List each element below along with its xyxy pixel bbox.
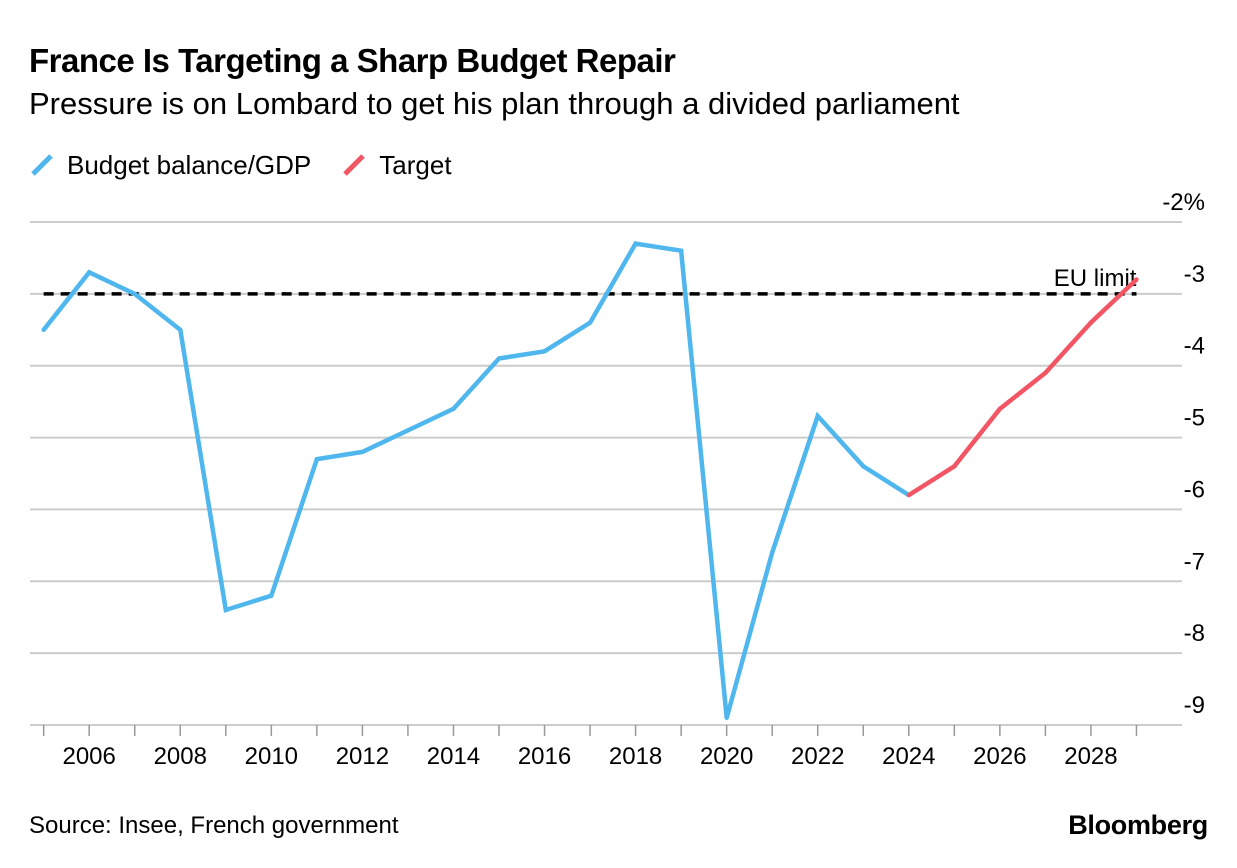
data-point-budget-balance <box>815 413 820 419</box>
legend-swatch-budget-balance <box>31 154 53 176</box>
x-tick-label: 2008 <box>154 743 207 770</box>
y-tick-label: -8 <box>1184 620 1205 647</box>
brand-logo: Bloomberg <box>1068 810 1208 840</box>
y-tick-label: -2% <box>1162 189 1205 216</box>
x-tick-label: 2014 <box>427 743 480 770</box>
legend-label-budget-balance: Budget balance/GDP <box>67 149 312 180</box>
data-point-target <box>997 406 1003 412</box>
data-point-budget-balance <box>542 349 547 354</box>
series-line-budget-balance <box>41 241 911 719</box>
data-point-target <box>1088 320 1094 325</box>
x-tick-label: 2024 <box>882 743 935 770</box>
data-point-budget-balance <box>451 406 456 412</box>
data-point-budget-balance <box>587 320 593 325</box>
legend-label-target: Target <box>379 149 452 180</box>
data-point-budget-balance <box>314 456 320 462</box>
data-point-budget-balance <box>861 464 866 469</box>
data-point-budget-balance <box>405 428 411 433</box>
data-point-budget-balance <box>132 291 137 297</box>
data-point-target <box>1043 370 1048 376</box>
y-tick-label: -5 <box>1184 405 1205 432</box>
x-tick-label: 2006 <box>62 743 115 770</box>
chart-subtitle: Pressure is on Lombard to get his plan t… <box>29 86 960 121</box>
data-point-budget-balance <box>496 356 502 361</box>
data-point-budget-balance <box>769 550 775 555</box>
legend-item-budget-balance: Budget balance/GDP <box>29 150 311 181</box>
source-note: Source: Insee, French government <box>29 812 399 839</box>
data-point-target <box>952 464 957 469</box>
legend-swatch-target <box>343 154 366 176</box>
x-tick-label: 2026 <box>973 743 1026 770</box>
y-tick-label: -3 <box>1184 261 1205 288</box>
data-point-budget-balance <box>360 449 365 455</box>
data-point-target <box>1134 277 1139 282</box>
x-tick-label: 2012 <box>336 743 389 770</box>
data-point-budget-balance <box>678 248 684 253</box>
data-point-budget-balance <box>86 270 92 275</box>
data-point-budget-balance <box>41 327 46 332</box>
y-tick-label: -9 <box>1184 692 1205 719</box>
data-point-budget-balance <box>269 593 274 598</box>
data-point-budget-balance <box>633 241 638 246</box>
legend-item-target: Target <box>341 149 452 181</box>
x-tick-label: 2022 <box>791 743 844 770</box>
chart-title: France Is Targeting a Sharp Budget Repai… <box>29 42 676 79</box>
x-tick-label: 2010 <box>245 743 298 770</box>
x-tick-label: 2020 <box>700 743 753 770</box>
x-tick-label: 2028 <box>1064 743 1117 770</box>
series-line-target <box>907 277 1139 498</box>
y-tick-label: -7 <box>1184 548 1205 575</box>
data-point-budget-balance <box>223 607 228 613</box>
y-tick-label: -6 <box>1184 476 1205 503</box>
x-tick-label: 2018 <box>609 743 662 770</box>
data-point-budget-balance <box>724 715 729 721</box>
eu-limit-label: EU limit <box>1054 265 1137 292</box>
chart-legend: Budget balance/GDP Target <box>29 148 482 182</box>
data-point-budget-balance <box>178 327 183 332</box>
data-point-target <box>906 492 911 498</box>
y-tick-label: -4 <box>1184 333 1205 360</box>
x-tick-label: 2016 <box>518 743 571 770</box>
